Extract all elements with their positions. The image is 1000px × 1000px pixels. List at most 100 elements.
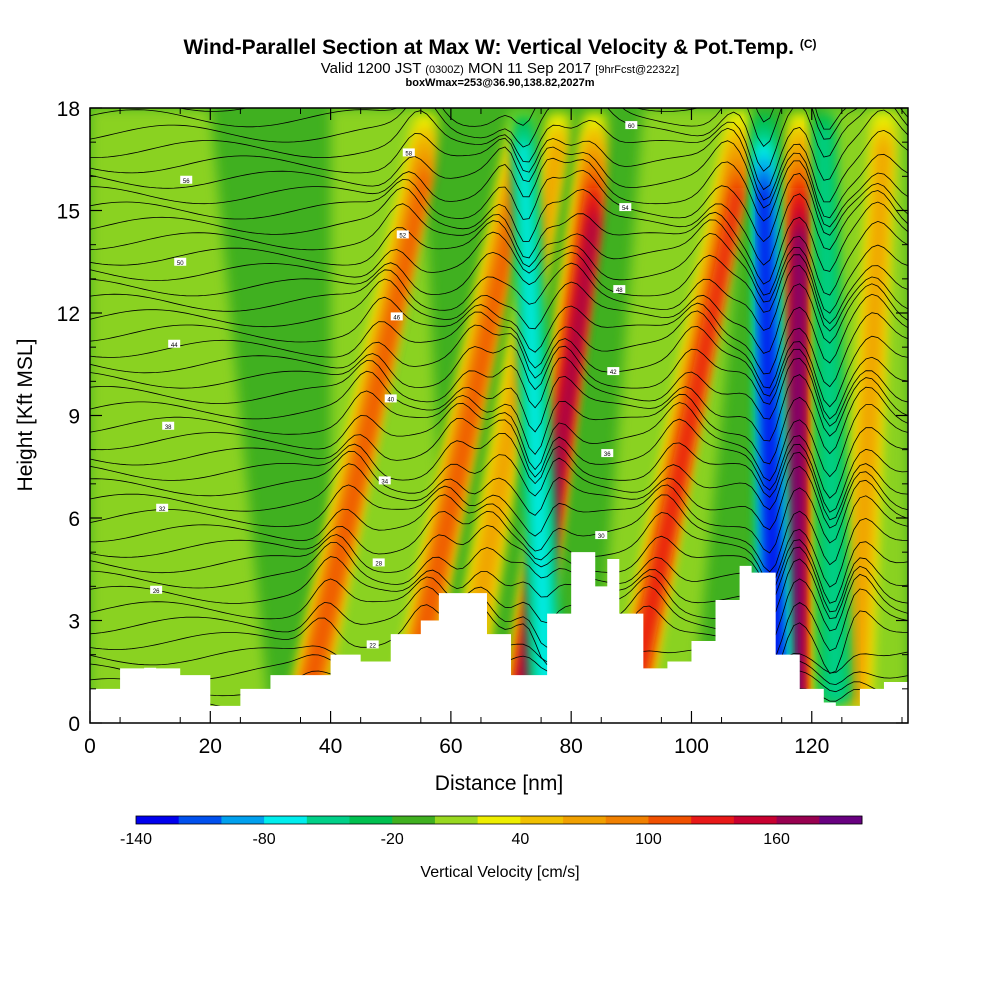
isentrope-label: 52 <box>396 230 409 239</box>
isentrope-label-bg <box>613 285 626 294</box>
isentrope-label-bg <box>366 640 379 649</box>
isentrope-label-text: 50 <box>177 261 184 267</box>
isentrope-label-bg <box>595 531 608 540</box>
isentrope-label-bg <box>402 148 415 157</box>
y-axis-label: Height [Kft MSL] <box>14 339 37 492</box>
isentrope-label: 54 <box>619 203 632 212</box>
isentrope-label: 28 <box>372 558 385 567</box>
isentrope-label: 34 <box>378 476 391 485</box>
isentrope-line <box>90 310 908 389</box>
colorbar-swatch <box>178 816 222 824</box>
isentrope-line <box>90 108 908 148</box>
isentrope-line <box>90 278 908 354</box>
colorbar-tick-label: -20 <box>381 831 404 848</box>
isentrope-label: 48 <box>613 285 626 294</box>
colorbar-swatch <box>349 816 393 824</box>
colorbar-swatch <box>477 816 521 824</box>
colorbar-swatch <box>392 816 436 824</box>
x-axis-ticks: 0 20 40 60 80 100 120 <box>84 108 903 758</box>
isentrope-line <box>90 479 908 554</box>
colorbar-swatch <box>136 816 180 824</box>
isentrope-label: 36 <box>601 449 614 458</box>
x-tick-label: 20 <box>199 735 222 758</box>
isentrope-label-bg <box>396 230 409 239</box>
isentrope-label-bg <box>390 312 403 321</box>
colorbar-frame <box>135 815 863 825</box>
colorbar-label: Vertical Velocity [cm/s] <box>420 864 580 881</box>
isentrope-label-bg <box>384 394 397 403</box>
isentrope-line <box>90 140 908 219</box>
isentrope-label: 26 <box>150 585 163 595</box>
chart-title: Wind-Parallel Section at Max W: Vertical… <box>183 36 817 59</box>
y-tick-label: 3 <box>68 611 80 634</box>
isentrope-label-bg <box>156 503 169 512</box>
x-axis-label: Distance [nm] <box>435 772 563 795</box>
isentrope-line <box>90 494 908 573</box>
colorbar-tick-label: 160 <box>763 831 790 848</box>
isentrope-label: 38 <box>162 421 175 431</box>
colorbar-swatch <box>776 816 820 824</box>
x-tick-label: 120 <box>794 735 829 758</box>
colorbar: -140 -80 -20 40 100 160 <box>120 815 863 848</box>
colorbar-swatch <box>648 816 692 824</box>
isentrope-label-text: 54 <box>622 206 629 212</box>
isentrope-label-bg <box>168 339 181 348</box>
isentrope-label-text: 32 <box>159 507 166 513</box>
isentrope-line <box>90 201 908 285</box>
y-tick-label: 6 <box>68 508 80 531</box>
isentrope-label-bg <box>174 257 187 266</box>
isentrope-label-text: 40 <box>387 397 394 403</box>
colorbar-tick-label: -140 <box>120 831 152 848</box>
colorbar-swatch <box>691 816 735 824</box>
isentrope-label-text: 26 <box>153 589 160 595</box>
isentrope-label-bg <box>601 449 614 458</box>
colorbar-swatch <box>434 816 479 824</box>
isentrope-label: 22 <box>366 640 379 649</box>
isentrope-label: 40 <box>384 394 397 403</box>
isentrope-label: 42 <box>607 367 620 376</box>
isentrope-label: 44 <box>168 339 181 349</box>
vertical-velocity-field <box>90 108 908 723</box>
colorbar-swatch <box>264 816 308 824</box>
isentrope-line <box>90 450 908 521</box>
downdraft-band <box>816 128 847 703</box>
isentrope-line <box>90 219 908 296</box>
isentrope-label: 30 <box>595 531 608 540</box>
y-tick-label: 0 <box>68 713 80 736</box>
y-tick-label: 9 <box>68 406 80 429</box>
isentrope-label-bg <box>378 476 391 485</box>
isentrope-label-bg <box>619 203 632 212</box>
colorbar-swatch <box>563 816 607 824</box>
isentrope-label-text: 48 <box>616 288 623 294</box>
isentrope-line <box>90 109 908 191</box>
isentrope-line <box>90 186 908 266</box>
downdraft-band <box>759 188 782 703</box>
isentrope-label: 60 <box>625 121 638 130</box>
isentrope-line <box>90 231 908 314</box>
isentrope-label-text: 42 <box>610 370 617 376</box>
y-tick-label: 12 <box>57 303 80 326</box>
isentrope-label-bg <box>625 121 638 130</box>
isentrope-line <box>90 108 908 172</box>
colorbar-tick-label: 100 <box>635 831 662 848</box>
terrain-mask <box>90 552 908 723</box>
y-tick-label: 15 <box>57 201 80 224</box>
colorbar-swatch <box>605 816 649 824</box>
isentrope-label: 32 <box>156 503 169 513</box>
x-tick-label: 0 <box>84 735 96 758</box>
isentrope-label-bg <box>162 421 175 430</box>
isentrope-line <box>90 463 908 531</box>
isentrope-line <box>90 432 908 513</box>
colorbar-swatch <box>221 816 265 824</box>
updraft-band <box>845 143 890 703</box>
isentrope-label: 56 <box>180 175 193 185</box>
isentrope-line <box>90 345 908 420</box>
isentrope-label-bg <box>607 367 620 376</box>
isentrope-line <box>90 157 908 228</box>
isentrope-line <box>90 262 908 332</box>
isentrope-line <box>90 293 908 375</box>
isentrope-label-bg <box>372 558 385 567</box>
isentrope-label-text: 46 <box>393 315 400 321</box>
isentrope-line <box>90 370 908 442</box>
